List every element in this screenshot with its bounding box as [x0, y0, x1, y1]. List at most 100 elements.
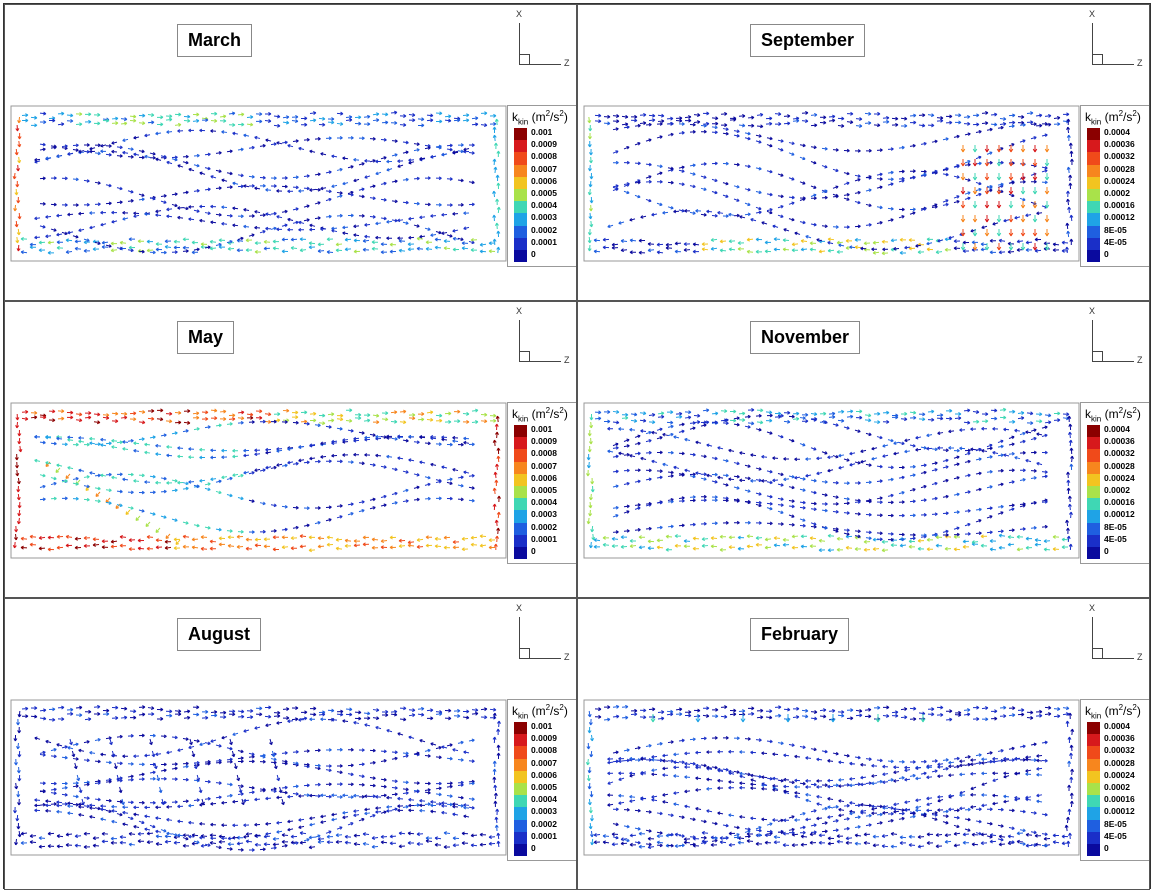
- velocity-arrow: [1030, 450, 1037, 455]
- velocity-arrow: [461, 241, 469, 246]
- velocity-arrow: [276, 141, 283, 145]
- axis-x-line: [1092, 617, 1093, 659]
- velocity-arrow: [210, 204, 217, 209]
- velocity-arrow: [101, 245, 109, 249]
- velocity-arrow: [611, 832, 619, 837]
- velocity-arrow: [909, 814, 916, 819]
- colorbar-legend: kkin (m2/s2) 0.001 0.0009 0.0008 0.0007 0.000…: [507, 105, 576, 267]
- velocity-arrow: [434, 836, 442, 841]
- velocity-arrow: [1044, 229, 1050, 237]
- axis-z-label: Z: [564, 652, 570, 662]
- velocity-arrow: [1065, 190, 1070, 198]
- velocity-arrow: [493, 471, 498, 479]
- velocity-arrow: [166, 750, 173, 755]
- velocity-arrow: [1019, 478, 1026, 482]
- velocity-arrow: [371, 844, 379, 849]
- velocity-arrow: [1008, 419, 1016, 424]
- velocity-arrow: [678, 843, 685, 848]
- velocity-arrow: [1014, 456, 1021, 460]
- colorbar-swatch: [1087, 770, 1100, 783]
- velocity-arrow: [656, 831, 663, 835]
- velocity-arrow: [700, 212, 707, 217]
- velocity-arrow: [39, 802, 46, 807]
- colorbar-swatch: [514, 225, 527, 238]
- velocity-arrow: [100, 437, 107, 442]
- velocity-arrow: [358, 500, 365, 504]
- colorbar-tick-label: 0.00012: [1104, 509, 1135, 520]
- velocity-arrow: [364, 811, 371, 816]
- velocity-arrow: [667, 432, 674, 437]
- velocity-arrow: [386, 220, 393, 224]
- velocity-arrow: [728, 749, 735, 754]
- velocity-arrow: [1014, 428, 1021, 433]
- velocity-arrow: [937, 431, 944, 435]
- velocity-arrow: [67, 212, 74, 217]
- velocity-arrow: [287, 460, 294, 465]
- velocity-arrow: [1065, 246, 1069, 254]
- velocity-arrow: [898, 808, 905, 812]
- velocity-arrow: [119, 840, 127, 845]
- velocity-arrow: [245, 537, 253, 542]
- velocity-arrow: [380, 494, 387, 499]
- velocity-arrow: [50, 476, 57, 481]
- velocity-arrow: [495, 431, 499, 439]
- velocity-arrow: [292, 761, 299, 766]
- velocity-arrow: [972, 410, 980, 414]
- velocity-arrow: [981, 449, 988, 453]
- velocity-arrow: [243, 448, 250, 453]
- velocity-arrow: [29, 534, 37, 539]
- velocity-arrow: [182, 544, 190, 549]
- velocity-arrow: [380, 759, 387, 763]
- velocity-arrow: [1069, 150, 1074, 158]
- velocity-arrow: [254, 726, 261, 730]
- velocity-arrow: [407, 840, 415, 845]
- velocity-arrow: [838, 813, 845, 818]
- velocity-arrow: [300, 716, 308, 721]
- velocity-arrow: [263, 537, 271, 542]
- velocity-arrow: [623, 190, 630, 195]
- velocity-arrow: [586, 461, 591, 469]
- velocity-arrow: [998, 842, 1006, 847]
- velocity-arrow: [480, 123, 488, 128]
- velocity-arrow: [843, 501, 850, 506]
- velocity-arrow: [430, 462, 437, 467]
- velocity-arrow: [276, 820, 283, 825]
- velocity-arrow: [336, 417, 344, 422]
- velocity-arrow: [290, 246, 298, 250]
- velocity-arrow: [325, 189, 332, 194]
- velocity-arrow: [50, 202, 57, 207]
- velocity-arrow: [380, 197, 387, 202]
- velocity-arrow: [898, 465, 905, 470]
- velocity-arrow: [948, 793, 955, 798]
- velocity-arrow: [667, 132, 674, 137]
- velocity-arrow: [254, 468, 261, 472]
- velocity-arrow: [156, 408, 164, 413]
- velocity-arrow: [684, 437, 691, 442]
- velocity-arrow: [111, 219, 118, 224]
- velocity-arrow: [964, 522, 971, 527]
- velocity-arrow: [706, 765, 713, 770]
- velocity-arrow: [774, 705, 782, 710]
- velocity-arrow: [810, 501, 817, 506]
- velocity-arrow: [887, 778, 894, 782]
- velocity-arrow: [188, 834, 195, 839]
- velocity-arrow: [634, 468, 641, 473]
- velocity-arrow: [1066, 471, 1071, 479]
- velocity-arrow: [39, 147, 46, 152]
- velocity-arrow: [944, 839, 952, 844]
- velocity-arrow: [927, 113, 935, 118]
- velocity-arrow: [452, 247, 460, 252]
- velocity-arrow: [380, 834, 388, 839]
- velocity-arrow: [246, 412, 254, 417]
- velocity-arrow: [1007, 834, 1015, 839]
- velocity-arrow: [945, 114, 953, 119]
- colorbar-tick-label: 0.00028: [1104, 460, 1135, 471]
- velocity-arrow: [915, 766, 922, 770]
- velocity-arrow: [488, 841, 496, 846]
- velocity-arrow: [1066, 535, 1071, 543]
- velocity-arrow: [908, 843, 916, 847]
- velocity-arrow: [375, 159, 382, 164]
- velocity-arrow: [964, 490, 971, 494]
- velocity-arrow: [843, 458, 850, 462]
- velocity-arrow: [871, 807, 878, 811]
